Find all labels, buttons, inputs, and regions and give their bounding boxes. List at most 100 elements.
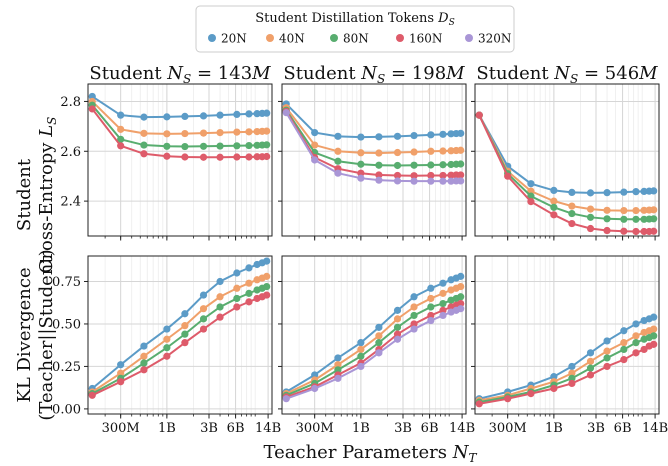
data-point-40N [410,303,418,311]
data-point-80N [620,215,628,223]
legend-marker-40N [266,34,274,42]
panel-title: Student NS = 546M [476,63,658,86]
data-point-160N [475,400,483,408]
legend-label-20N: 20N [221,32,247,46]
data-point-20N [457,129,465,137]
data-point-80N [393,161,402,170]
legend-label-80N: 80N [343,32,369,46]
data-point-80N [199,315,208,323]
data-point-160N [233,153,241,161]
data-point-20N [550,186,558,194]
x-tick-label: 14B [449,421,475,436]
data-point-40N [140,129,148,137]
data-point-40N [457,146,465,154]
data-point-40N [163,335,171,343]
data-point-320N [427,316,435,325]
data-point-320N [311,384,319,393]
data-point-40N [620,206,628,215]
data-point-160N [253,153,261,161]
data-point-80N [117,135,125,143]
x-tick-label: 300M [102,421,140,436]
data-point-20N [216,111,224,119]
data-point-40N [263,272,271,280]
data-point-20N [439,130,447,138]
x-tick-label: 14B [642,421,668,436]
data-point-80N [457,160,465,168]
data-point-320N [357,362,365,371]
x-tick-label: 6B [227,421,245,436]
y-tick-label: 0.25 [52,360,81,375]
data-point-80N [375,161,383,169]
data-point-20N [640,187,648,195]
legend-entries: 20N 40N 80N 160N 320N [208,32,511,46]
data-point-160N [620,227,628,235]
data-point-160N [88,391,96,399]
data-point-20N [620,327,628,335]
y-tick-label: 0.00 [52,402,81,417]
data-point-20N [117,361,125,369]
data-point-40N [357,345,365,354]
data-point-20N [181,112,189,120]
data-point-160N [447,171,455,179]
data-point-160N [163,152,171,160]
row-label-bottom-line2: (Teacher||Student) [36,249,57,420]
legend-label-160N: 160N [409,32,442,46]
data-point-80N [263,282,271,291]
data-point-320N [375,349,383,357]
data-point-20N [334,354,342,362]
data-point-80N [439,299,447,308]
data-point-160N [263,291,271,299]
data-point-20N [439,279,447,287]
data-point-160N [233,303,241,311]
x-tick-label: 14B [255,421,281,436]
data-point-40N [568,369,576,377]
data-point-40N [375,149,383,157]
data-point-40N [586,205,595,213]
data-point-20N [253,110,261,118]
data-point-160N [527,198,535,206]
data-point-160N [568,379,576,388]
data-point-40N [568,202,576,210]
data-point-20N [357,339,365,347]
data-point-80N [586,213,595,221]
panel-cross-entropy-3: Student NS = 546M [471,63,660,241]
data-point-160N [550,211,558,219]
data-point-20N [410,293,418,301]
data-point-80N [375,339,383,347]
data-point-80N [527,192,535,200]
data-point-80N [650,332,658,340]
data-point-40N [393,148,402,157]
data-point-160N [216,153,224,161]
data-point-40N [439,289,447,297]
data-point-20N [550,373,558,381]
data-point-160N [393,330,402,338]
data-point-20N [393,306,402,314]
data-point-160N [199,325,208,333]
data-point-160N [439,306,447,314]
data-point-40N [439,147,447,155]
data-point-320N [393,177,402,185]
data-point-320N [457,305,465,313]
data-point-160N [117,378,125,386]
data-point-160N [475,111,483,119]
data-point-160N [439,171,447,180]
x-tick-label: 3B [587,421,605,436]
data-point-160N [181,153,189,161]
series-line-160N [478,114,654,233]
data-point-160N [603,226,611,235]
legend-marker-80N [330,34,338,42]
data-point-20N [568,188,576,196]
row-label-top-line1: Student [14,158,35,231]
data-point-160N [650,340,658,348]
data-point-160N [199,153,208,161]
data-point-40N [117,369,125,377]
data-point-40N [233,128,241,136]
data-point-80N [550,203,558,211]
panel-frame [87,255,273,415]
panel-frame [281,255,467,415]
panel-kl-divergence-2: 300M 1B 3B 6B 14B [278,255,475,436]
data-point-80N [457,293,465,301]
panels: 2.4 2.6 2.8 Student NS = 143M Student NS = 1… [52,63,668,436]
row-label-bottom-line1: KL Divergence [14,267,35,402]
x-tick-label: 1B [352,421,370,436]
